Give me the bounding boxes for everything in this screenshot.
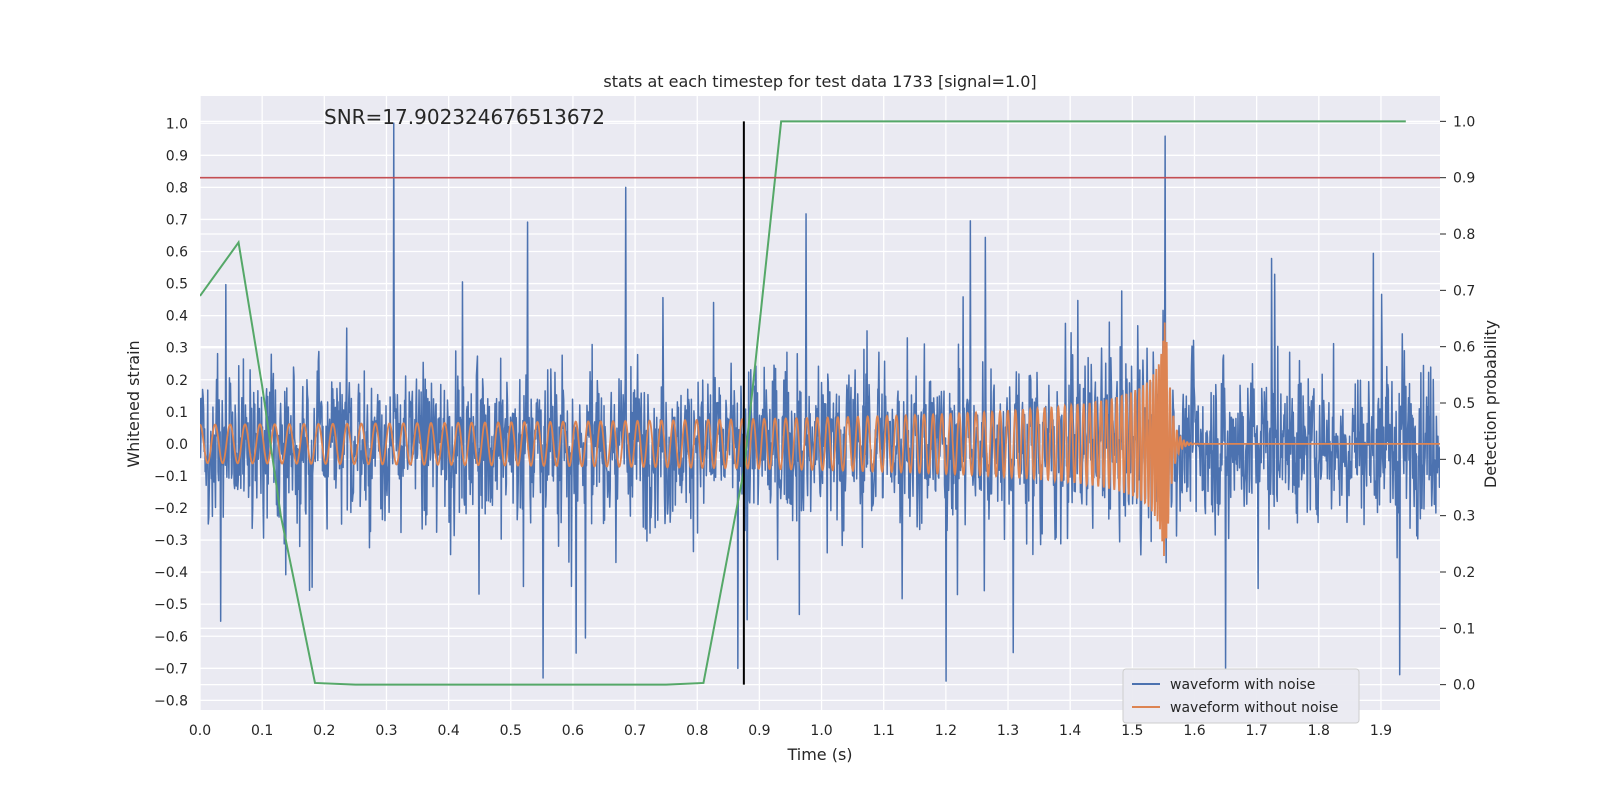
y-tick-label: 0.1 [166,405,188,421]
legend: waveform with noise waveform without noi… [1122,668,1360,724]
x-tick-label: 1.8 [1308,723,1330,739]
right-tick-label: 0.0 [1453,678,1475,694]
right-tick-label: 0.5 [1453,396,1475,412]
right-axis-label: Detection probability [1481,320,1500,488]
x-axis-ticks: 0.0 0.1 0.2 0.3 0.4 0.5 0.6 0.7 0.8 0.9 1.0 1.1 1.2 1… [189,723,1392,739]
y-tick-label: 0.7 [166,212,188,228]
x-tick-label: 0.0 [189,723,211,739]
y-tick-label: −0.5 [154,597,188,613]
x-tick-label: 1.1 [873,723,895,739]
x-tick-label: 0.1 [251,723,273,739]
series-detection-probability [200,120,1406,686]
right-tick-label: 0.6 [1453,340,1475,356]
x-tick-label: 0.2 [313,723,335,739]
right-tick-label: 0.3 [1453,509,1475,525]
snr-annotation: SNR=17.902324676513672 [324,105,605,129]
y-tick-label: 0.4 [166,309,188,325]
right-axis-ticks: 0.0 0.1 0.2 0.3 0.4 0.5 0.6 0.7 0.8 0.9 1.0 [1440,114,1475,694]
x-tick-label: 1.9 [1370,723,1392,739]
y-tick-label: 0.0 [166,437,188,453]
y-tick-label: 0.5 [166,277,188,293]
x-axis-label: Time (s) [786,745,852,764]
x-tick-label: 0.9 [748,723,770,739]
x-tick-label: 0.4 [437,723,459,739]
x-tick-label: 1.0 [810,723,832,739]
legend-label-without-noise: waveform without noise [1170,700,1338,716]
y-tick-label: 0.3 [166,341,188,357]
right-tick-label: 0.9 [1453,171,1475,187]
y-tick-label: 0.8 [166,180,188,196]
y-tick-label: −0.2 [154,501,188,517]
y-tick-label: −0.1 [154,469,188,485]
y-tick-label: −0.3 [154,533,188,549]
chart-title: stats at each timestep for test data 173… [603,72,1036,91]
x-tick-label: 0.5 [500,723,522,739]
y-tick-label: 0.2 [166,373,188,389]
right-tick-label: 1.0 [1453,114,1475,130]
y-tick-label: 0.9 [166,148,188,164]
y-axis-label: Whitened strain [124,340,143,467]
y-tick-label: 1.0 [166,116,188,132]
x-tick-label: 1.3 [997,723,1019,739]
x-tick-label: 0.7 [624,723,646,739]
x-tick-label: 1.2 [935,723,957,739]
right-tick-label: 0.7 [1453,283,1475,299]
y-tick-label: −0.8 [154,693,188,709]
right-tick-label: 0.8 [1453,227,1475,243]
y-tick-label: −0.6 [154,629,188,645]
x-tick-label: 1.4 [1059,723,1081,739]
series-waveform-without-noise [200,322,1440,557]
y-tick-label: −0.7 [154,661,188,677]
plot-area [200,120,1440,686]
right-tick-label: 0.1 [1453,621,1475,637]
y-axis-ticks: −0.8 −0.7 −0.6 −0.5 −0.4 −0.3 −0.2 −0.1 0.0 0.1 0.… [154,116,188,709]
right-tick-label: 0.4 [1453,452,1475,468]
x-tick-label: 0.3 [375,723,397,739]
x-tick-label: 0.8 [686,723,708,739]
right-tick-label: 0.2 [1453,565,1475,581]
y-tick-label: −0.4 [154,565,188,581]
legend-label-with-noise: waveform with noise [1170,677,1315,693]
legend-box [1122,668,1360,724]
x-tick-label: 1.5 [1121,723,1143,739]
x-tick-label: 1.6 [1183,723,1205,739]
y-tick-label: 0.6 [166,245,188,261]
x-tick-label: 0.6 [562,723,584,739]
x-tick-label: 1.7 [1246,723,1268,739]
